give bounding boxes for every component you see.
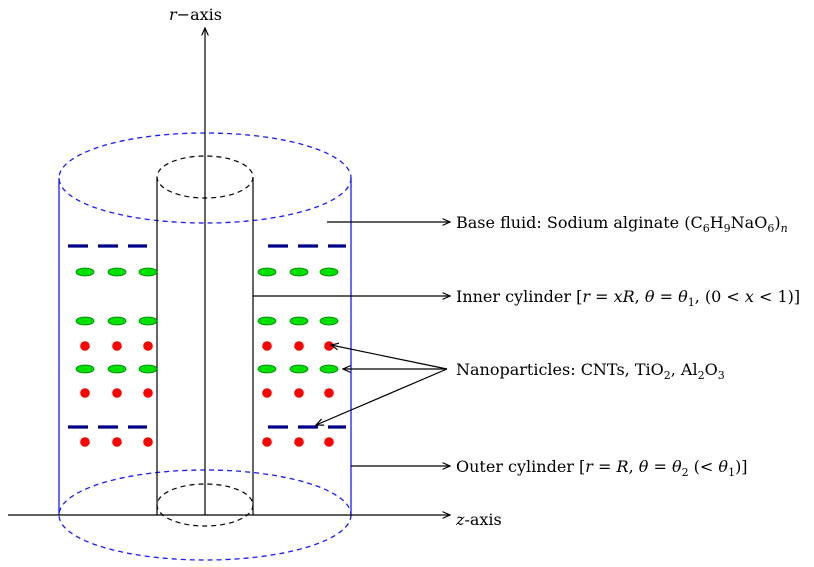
tio2-particle — [319, 316, 339, 326]
tio2-particle — [75, 364, 95, 374]
nanoparticles-group — [68, 244, 346, 447]
base-fluid-part: n — [781, 222, 788, 235]
outer-cylinder-part: , — [629, 457, 639, 476]
tio2-particle — [319, 364, 339, 374]
outer-cylinder-label: Outer cylinder [r = R, θ = θ2 (< θ1)] — [456, 457, 748, 479]
nanoparticle-arrow-to-dot — [331, 345, 448, 370]
callout-arrows — [253, 222, 450, 466]
outer-cylinder-part: 2 — [682, 466, 689, 479]
nanoparticles-part: , Al — [671, 360, 698, 379]
al2o3-particle — [324, 437, 334, 447]
outer-cylinder-part: (< — [689, 457, 719, 476]
outer-cylinder-part: = — [593, 457, 617, 476]
al2o3-particle — [324, 388, 334, 398]
inner-cylinder-label: Inner cylinder [r = xR, θ = θ1, (0 < x <… — [456, 287, 800, 309]
base-fluid-label: Base fluid: Sodium alginate (C6H9NaO6)n — [456, 213, 788, 235]
inner-cylinder-part: , (0 < — [695, 287, 745, 306]
tio2-particle — [257, 267, 277, 277]
tio2-particle — [138, 267, 158, 277]
inner-cylinder-part: Inner cylinder [ — [456, 287, 582, 306]
outer-cylinder-part: R — [616, 457, 629, 476]
nanoparticles-part: O — [705, 360, 718, 379]
inner-cylinder-part: r — [582, 287, 591, 306]
nanoparticles-part: 2 — [664, 369, 671, 382]
outer-cylinder-part: Outer cylinder [ — [456, 457, 585, 476]
outer-cylinder-part: = — [648, 457, 672, 476]
outer-cylinder-part: r — [585, 457, 594, 476]
al2o3-particle — [143, 341, 153, 351]
al2o3-particle — [262, 388, 272, 398]
inner-cylinder-part: = — [590, 287, 614, 306]
outer-cylinder-part: 1 — [728, 466, 735, 479]
base-fluid-part: Base fluid: Sodium alginate (C — [456, 213, 703, 232]
nanoparticles-part: Nanoparticles: CNTs, TiO — [456, 360, 664, 379]
inner-cylinder-part: 1 — [688, 296, 695, 309]
r-axis-label: r−axis — [169, 5, 222, 24]
outer-cylinder-part: θ — [718, 457, 728, 476]
al2o3-particle — [294, 341, 304, 351]
inner-cylinder-part: x — [745, 287, 754, 306]
inner-cylinder-part: xR — [614, 287, 635, 306]
tio2-particle — [138, 364, 158, 374]
al2o3-particle — [80, 341, 90, 351]
al2o3-particle — [143, 388, 153, 398]
tio2-particle — [319, 267, 339, 277]
inner-cylinder-part: θ — [645, 287, 655, 306]
tio2-particle — [75, 267, 95, 277]
z-axis-label: z-axis — [455, 510, 502, 529]
al2o3-particle — [262, 341, 272, 351]
al2o3-particle — [294, 437, 304, 447]
al2o3-particle — [294, 388, 304, 398]
al2o3-particle — [324, 341, 334, 351]
al2o3-particle — [262, 437, 272, 447]
tio2-particle — [289, 316, 309, 326]
tio2-particle — [107, 316, 127, 326]
tio2-particle — [138, 316, 158, 326]
tio2-particle — [257, 364, 277, 374]
al2o3-particle — [112, 388, 122, 398]
inner-cylinder-part: < 1)] — [754, 287, 800, 306]
base-fluid-part: NaO — [731, 213, 768, 232]
base-fluid-part: 9 — [724, 222, 731, 235]
al2o3-particle — [80, 388, 90, 398]
base-fluid-part: ) — [774, 213, 780, 232]
outer-cylinder-part: θ — [672, 457, 682, 476]
nanoparticle-arrow-to-dash — [316, 368, 448, 425]
nanoparticles-label: Nanoparticles: CNTs, TiO2, Al2O3 — [456, 360, 725, 382]
tio2-particle — [257, 316, 277, 326]
nanoparticles-part: 3 — [718, 369, 725, 382]
base-fluid-part: H — [710, 213, 724, 232]
tio2-particle — [107, 364, 127, 374]
al2o3-particle — [143, 437, 153, 447]
al2o3-particle — [112, 437, 122, 447]
inner-cylinder-part: θ — [678, 287, 688, 306]
outer-cylinder-part: )] — [735, 457, 747, 476]
outer-cylinder-part: θ — [639, 457, 649, 476]
tio2-particle — [289, 364, 309, 374]
tio2-particle — [107, 267, 127, 277]
base-fluid-part: 6 — [703, 222, 710, 235]
base-fluid-part: 6 — [767, 222, 774, 235]
inner-cylinder-part: = — [654, 287, 678, 306]
al2o3-particle — [80, 437, 90, 447]
al2o3-particle — [112, 341, 122, 351]
nanoparticles-part: 2 — [698, 369, 705, 382]
inner-cylinder-part: , — [635, 287, 645, 306]
tio2-particle — [289, 267, 309, 277]
tio2-particle — [75, 316, 95, 326]
